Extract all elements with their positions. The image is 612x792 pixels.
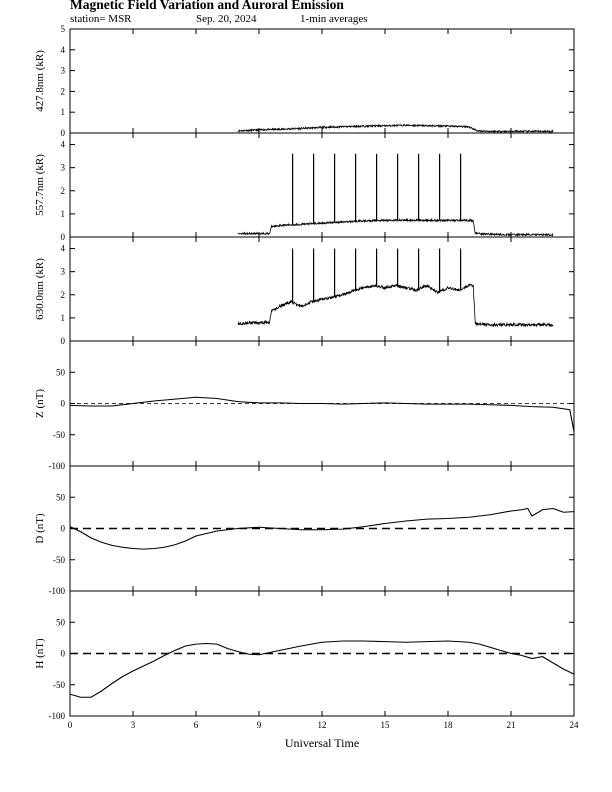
panel-frame [69,28,575,134]
data-line [237,283,554,328]
y-tick-label: 0 [61,232,66,242]
y-tick-label: 2 [61,186,66,196]
panel-2: 0 1 2 3 4 630.0nm (kR) [34,236,575,346]
y-tick-label: 2 [61,86,66,96]
y-tick-label: 0 [61,128,66,138]
data-line [69,396,575,432]
x-tick-label: 6 [194,720,199,730]
y-tick-label: -100 [49,586,66,596]
y-tick-label: 50 [56,367,66,377]
y-axis-label: 557.7nm (kR) [34,154,46,216]
panel-4: -100 -50 0 50 D (nT) [34,465,575,596]
y-tick-label: 0 [61,336,66,346]
data-line [237,217,554,237]
y-tick-label: 4 [61,140,66,150]
y-tick-label: -50 [53,680,65,690]
x-tick-label: 12 [318,720,327,730]
y-tick-label: -100 [49,461,66,471]
panel-3: -100 -50 0 50 Z (nT) [34,340,575,471]
x-tick-label: 0 [68,720,73,730]
y-tick-label: 1 [61,313,66,323]
panel-5: -100 -50 0 50 H (nT) [34,590,575,721]
y-tick-label: 0 [61,649,66,659]
x-tick-label: 24 [570,720,580,730]
y-tick-label: -100 [49,711,66,721]
panel-0: 0 1 2 3 4 5 427.8nm (kR) [34,24,575,138]
y-tick-label: 50 [56,492,66,502]
y-axis-label: D (nT) [34,513,46,544]
date-label: Sep. 20, 2024 [196,13,257,25]
y-tick-label: 1 [61,209,66,219]
x-axis-label: Universal Time [285,736,359,750]
y-tick-label: 0 [61,524,66,534]
y-axis-label: 427.8nm (kR) [34,50,46,112]
y-tick-label: 2 [61,290,66,300]
y-tick-label: 3 [61,66,66,76]
data-line [237,123,554,134]
y-axis-label: 630.0nm (kR) [34,258,46,320]
panel-frame [69,236,575,342]
chart-title: Magnetic Field Variation and Auroral Emi… [70,0,344,12]
data-line [69,507,575,550]
x-tick-label: 9 [257,720,262,730]
y-tick-label: 3 [61,267,66,277]
averaging-label: 1-min averages [300,13,368,25]
x-tick-label: 21 [507,720,516,730]
x-tick-label: 3 [131,720,136,730]
station-label: station= MSR [70,13,132,25]
y-tick-label: 3 [61,163,66,173]
y-tick-label: 4 [61,244,66,254]
panel-1: 0 1 2 3 4 557.7nm (kR) [34,132,575,242]
y-tick-label: 0 [61,399,66,409]
y-tick-label: 4 [61,45,66,55]
y-axis-label: Z (nT) [34,389,46,418]
y-tick-label: -50 [53,555,65,565]
x-tick-label: 18 [444,720,454,730]
y-axis-label: H (nT) [34,638,46,669]
y-tick-label: 5 [61,24,66,34]
y-tick-label: 1 [61,107,66,117]
y-tick-label: 50 [56,617,66,627]
x-tick-label: 15 [381,720,391,730]
y-tick-label: -50 [53,430,65,440]
data-line [69,640,575,698]
